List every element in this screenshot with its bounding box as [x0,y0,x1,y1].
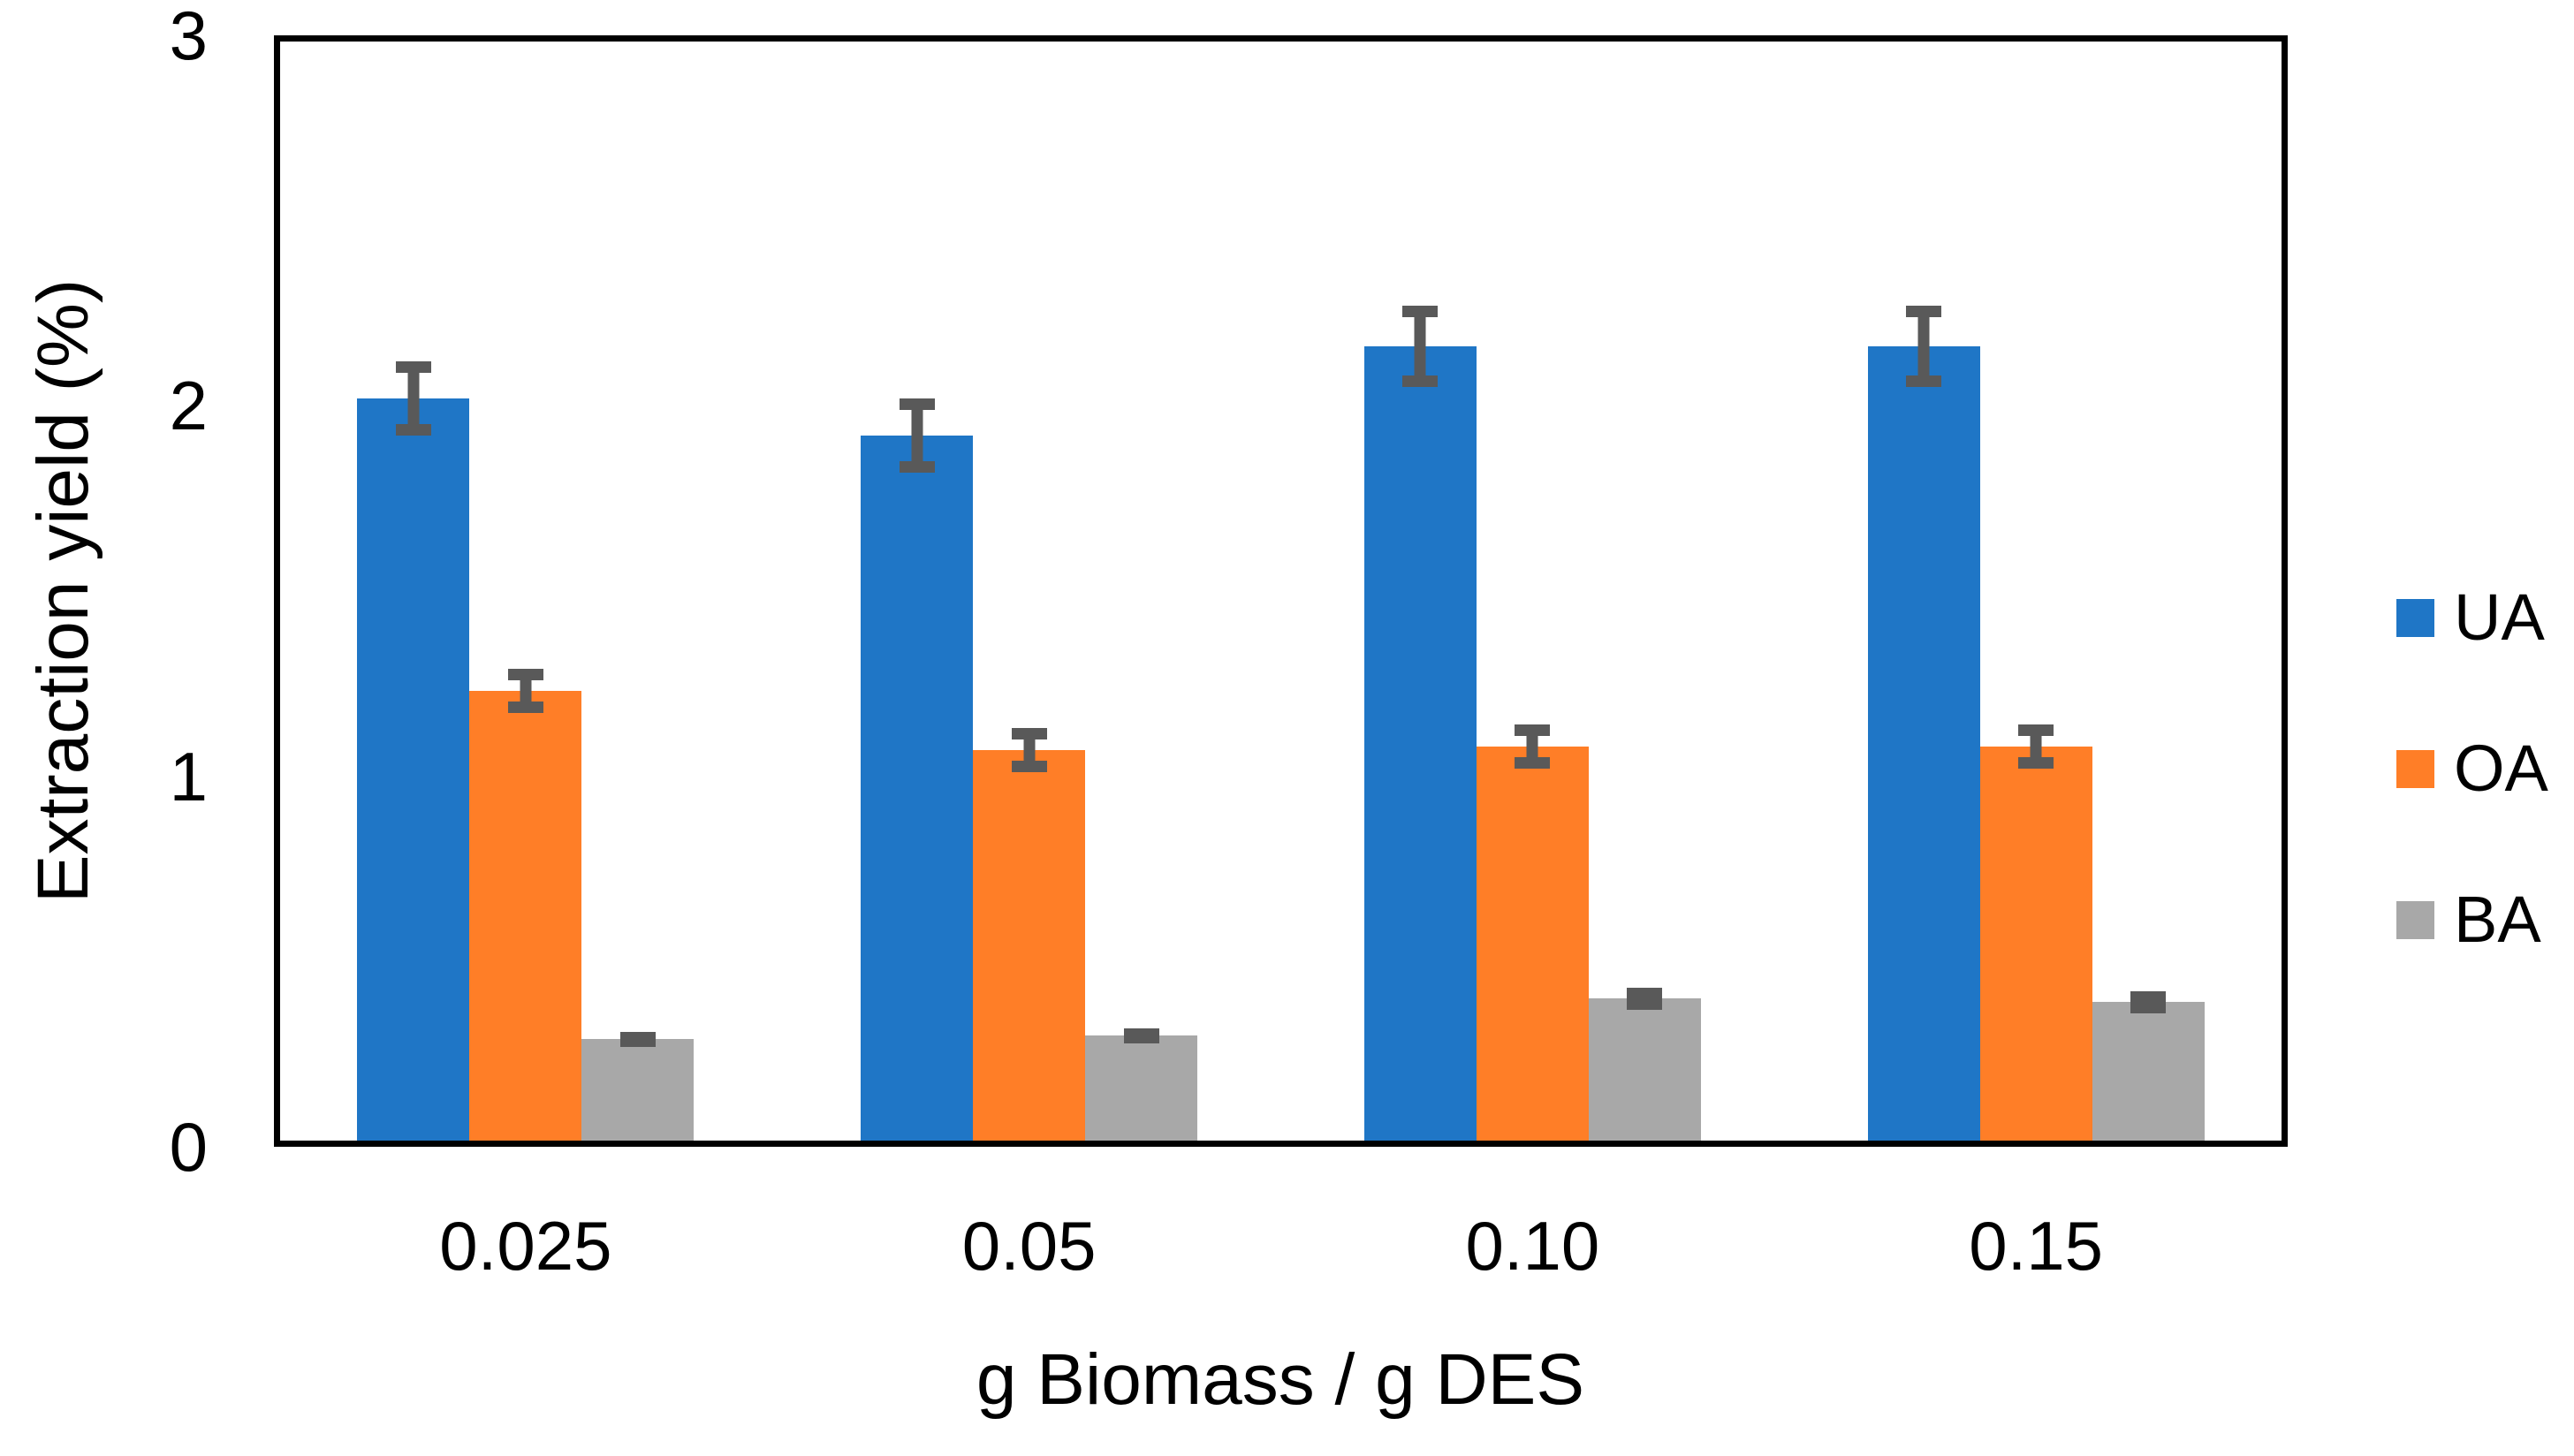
error-bar-cap-top [1627,987,1663,999]
legend-swatch-ua [2396,598,2434,637]
error-bar-ua-0.025 [395,361,431,436]
error-bar-cap-bot [899,460,935,473]
y-axis-title: Extraction yield (%) [23,278,103,904]
bar-ua-0.15 [1867,346,1980,1147]
bar-oa-0.10 [1476,747,1589,1147]
bar-oa-0.15 [1979,747,2092,1147]
error-bar-stem [1414,306,1426,388]
bar-oa-0.05 [973,750,1086,1147]
legend-item-ua: UA [2396,585,2548,650]
error-bar-ua-0.05 [899,398,935,473]
error-bar-ba-0.05 [1123,1028,1159,1043]
x-tick-label-0.05: 0.05 [961,1207,1097,1285]
error-bar-cap-bot [1123,1031,1159,1043]
y-tick-label-3: 3 [169,0,208,74]
error-bar-cap-top [1011,728,1047,740]
error-bar-cap-top [899,398,935,410]
error-bar-cap-bot [1402,375,1439,388]
error-bar-cap-top [2130,990,2167,1003]
legend-item-ba: BA [2396,887,2548,952]
error-bar-ua-0.10 [1402,306,1439,388]
error-bar-stem [1917,306,1930,388]
error-bar-ba-0.15 [2130,990,2167,1014]
error-bar-oa-0.10 [1515,724,1551,770]
legend: UA OA BA [2396,585,2548,1038]
legend-label-oa: OA [2454,732,2548,805]
legend-swatch-oa [2396,749,2434,788]
error-bar-cap-top [1402,306,1439,318]
bar-ua-0.05 [861,435,974,1147]
error-bar-cap-bot [1515,757,1551,770]
x-tick-label-0.10: 0.10 [1465,1207,1600,1285]
error-bar-oa-0.05 [1011,728,1047,773]
error-bar-cap-top [395,361,431,373]
error-bar-cap-bot [507,701,543,714]
error-bar-cap-top [1906,306,1942,318]
error-bar-cap-bot [1011,761,1047,773]
error-bar-stem [911,398,923,473]
error-bar-oa-0.15 [2018,724,2054,770]
error-bar-oa-0.025 [507,669,543,714]
x-tick-label-0.025: 0.025 [439,1207,612,1285]
legend-item-oa: OA [2396,736,2548,801]
error-bar-ba-0.025 [619,1032,656,1047]
error-bar-cap-bot [619,1035,656,1047]
error-bar-cap-top [1515,724,1551,736]
bar-ua-0.10 [1363,346,1477,1147]
bar-oa-0.025 [469,691,582,1147]
x-tick-label-0.15: 0.15 [1969,1207,2104,1285]
legend-label-ua: UA [2454,580,2545,654]
error-bar-ua-0.15 [1906,306,1942,388]
error-bar-cap-bot [1906,375,1942,388]
x-axis-title: g Biomass / g DES [976,1339,1585,1420]
error-bar-cap-bot [2018,757,2054,770]
y-tick-label-1: 1 [169,737,208,815]
error-bar-stem [407,361,420,436]
error-bar-cap-top [507,669,543,681]
legend-label-ba: BA [2454,883,2541,956]
y-tick-label-2: 2 [169,367,208,445]
error-bar-cap-bot [2130,1002,2167,1014]
error-bar-cap-top [2018,724,2054,736]
error-bar-cap-bot [395,423,431,436]
bar-ba-0.15 [2092,1002,2205,1147]
y-tick-label-0: 0 [169,1108,208,1186]
bar-ba-0.025 [581,1039,695,1147]
bar-ua-0.025 [357,398,470,1147]
bar-ba-0.05 [1085,1035,1198,1147]
legend-swatch-ba [2396,900,2434,939]
error-bar-ba-0.10 [1627,987,1663,1010]
bar-ba-0.10 [1588,998,1701,1147]
error-bar-cap-bot [1627,997,1663,1010]
